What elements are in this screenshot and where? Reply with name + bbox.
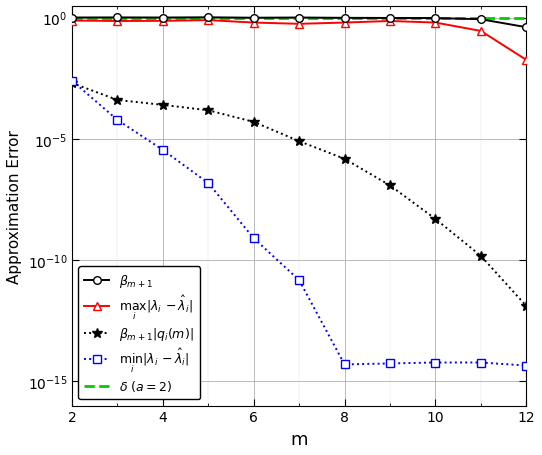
$\beta_{m+1}|q_i(m)|$ — [114, 98, 121, 103]
$\beta_{m+1}$ — [432, 16, 438, 22]
$\beta_{m+1}|q_i(m)|$ — [296, 139, 302, 145]
$\max_i |\lambda_i - \hat{\lambda}_i|$ — [341, 21, 348, 26]
$\beta_{m+1}$ — [69, 16, 75, 21]
$\min_i |\lambda_i - \hat{\lambda}_i|$ — [250, 236, 257, 242]
$\beta_{m+1}$ — [205, 15, 211, 21]
$\min_i |\lambda_i - \hat{\lambda}_i|$ — [159, 148, 166, 153]
$\min_i |\lambda_i - \hat{\lambda}_i|$ — [205, 181, 211, 187]
$\min_i |\lambda_i - \hat{\lambda}_i|$ — [69, 79, 75, 84]
$\max_i |\lambda_i - \hat{\lambda}_i|$ — [386, 19, 393, 25]
Line: $\max_i |\lambda_i - \hat{\lambda}_i|$: $\max_i |\lambda_i - \hat{\lambda}_i|$ — [68, 17, 531, 65]
$\beta_{m+1}|q_i(m)|$ — [386, 183, 393, 189]
Y-axis label: Approximation Error: Approximation Error — [7, 130, 22, 283]
Line: $\beta_{m+1}$: $\beta_{m+1}$ — [68, 15, 530, 32]
$\beta_{m+1}|q_i(m)|$ — [341, 157, 348, 162]
$\beta_{m+1}$ — [523, 25, 530, 31]
Line: $\min_i |\lambda_i - \hat{\lambda}_i|$: $\min_i |\lambda_i - \hat{\lambda}_i|$ — [68, 78, 530, 369]
$\min_i |\lambda_i - \hat{\lambda}_i|$ — [523, 363, 530, 369]
$\min_i |\lambda_i - \hat{\lambda}_i|$ — [386, 361, 393, 366]
Legend: $\beta_{m+1}$, $\max_i |\lambda_i - \hat{\lambda}_i|$, $\beta_{m+1}|q_i(m)|$, $\: $\beta_{m+1}$, $\max_i |\lambda_i - \hat… — [78, 267, 201, 399]
$\beta_{m+1}|q_i(m)|$ — [69, 81, 75, 86]
$\max_i |\lambda_i - \hat{\lambda}_i|$ — [432, 21, 438, 26]
$\beta_{m+1}|q_i(m)|$ — [523, 303, 530, 309]
$\max_i |\lambda_i - \hat{\lambda}_i|$ — [114, 19, 121, 25]
$\max_i |\lambda_i - \hat{\lambda}_i|$ — [523, 58, 530, 63]
$\beta_{m+1}|q_i(m)|$ — [478, 253, 484, 259]
$\max_i |\lambda_i - \hat{\lambda}_i|$ — [478, 29, 484, 35]
$\max_i |\lambda_i - \hat{\lambda}_i|$ — [296, 22, 302, 27]
$\max_i |\lambda_i - \hat{\lambda}_i|$ — [250, 21, 257, 26]
Line: $\beta_{m+1}|q_i(m)|$: $\beta_{m+1}|q_i(m)|$ — [67, 79, 531, 311]
$\min_i |\lambda_i - \hat{\lambda}_i|$ — [114, 118, 121, 123]
$\min_i |\lambda_i - \hat{\lambda}_i|$ — [341, 362, 348, 367]
$\beta_{m+1}$ — [341, 16, 348, 21]
$\beta_{m+1}|q_i(m)|$ — [205, 108, 211, 114]
$\delta\ (a=2)$ — [23, 16, 30, 21]
$\beta_{m+1}$ — [386, 16, 393, 22]
$\beta_{m+1}|q_i(m)|$ — [432, 217, 438, 222]
$\max_i |\lambda_i - \hat{\lambda}_i|$ — [159, 19, 166, 25]
$\beta_{m+1}$ — [296, 16, 302, 21]
$\beta_{m+1}$ — [478, 17, 484, 23]
$\beta_{m+1}$ — [159, 16, 166, 21]
$\min_i |\lambda_i - \hat{\lambda}_i|$ — [478, 360, 484, 365]
$\min_i |\lambda_i - \hat{\lambda}_i|$ — [432, 360, 438, 365]
$\max_i |\lambda_i - \hat{\lambda}_i|$ — [69, 19, 75, 24]
$\beta_{m+1}|q_i(m)|$ — [159, 103, 166, 108]
$\beta_{m+1}|q_i(m)|$ — [250, 120, 257, 125]
$\beta_{m+1}$ — [250, 16, 257, 21]
X-axis label: m: m — [291, 430, 308, 448]
$\min_i |\lambda_i - \hat{\lambda}_i|$ — [296, 278, 302, 283]
$\max_i |\lambda_i - \hat{\lambda}_i|$ — [205, 18, 211, 24]
$\beta_{m+1}$ — [114, 15, 121, 21]
